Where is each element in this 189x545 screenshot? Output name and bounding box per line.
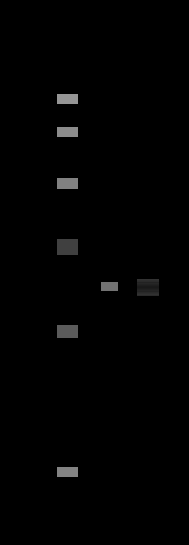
Bar: [137, 281, 159, 282]
Bar: [137, 278, 159, 280]
Bar: [101, 282, 118, 291]
Bar: [137, 289, 159, 290]
Bar: [137, 281, 159, 282]
Text: 66-: 66-: [41, 242, 55, 251]
Bar: [137, 283, 159, 284]
Bar: [57, 467, 78, 477]
Bar: [137, 288, 159, 289]
Bar: [137, 282, 159, 283]
Bar: [57, 239, 78, 255]
Bar: [137, 292, 159, 293]
Bar: [137, 280, 159, 281]
Bar: [137, 283, 159, 284]
Bar: [57, 94, 78, 104]
Bar: [137, 294, 159, 295]
Bar: [137, 290, 159, 292]
Bar: [137, 287, 159, 288]
Bar: [137, 289, 159, 290]
Bar: [137, 284, 159, 285]
Bar: [137, 291, 159, 292]
Bar: [137, 292, 159, 293]
Bar: [137, 287, 159, 288]
Bar: [137, 279, 159, 280]
Bar: [137, 282, 159, 283]
Bar: [137, 280, 159, 281]
Bar: [137, 290, 159, 291]
Text: - CSNK1E: - CSNK1E: [172, 284, 189, 290]
Bar: [137, 293, 159, 294]
Text: 116-: 116-: [35, 179, 55, 188]
Bar: [137, 286, 159, 287]
Bar: [137, 285, 159, 286]
Text: 230-: 230-: [35, 95, 55, 104]
Bar: [137, 293, 159, 294]
Text: 180-: 180-: [35, 128, 55, 136]
Bar: [137, 288, 159, 289]
Bar: [137, 294, 159, 295]
Text: 40-: 40-: [41, 326, 55, 336]
Bar: [57, 324, 78, 338]
Bar: [57, 178, 78, 189]
Bar: [137, 295, 159, 296]
Text: 12-: 12-: [41, 467, 55, 476]
Bar: [57, 127, 78, 137]
